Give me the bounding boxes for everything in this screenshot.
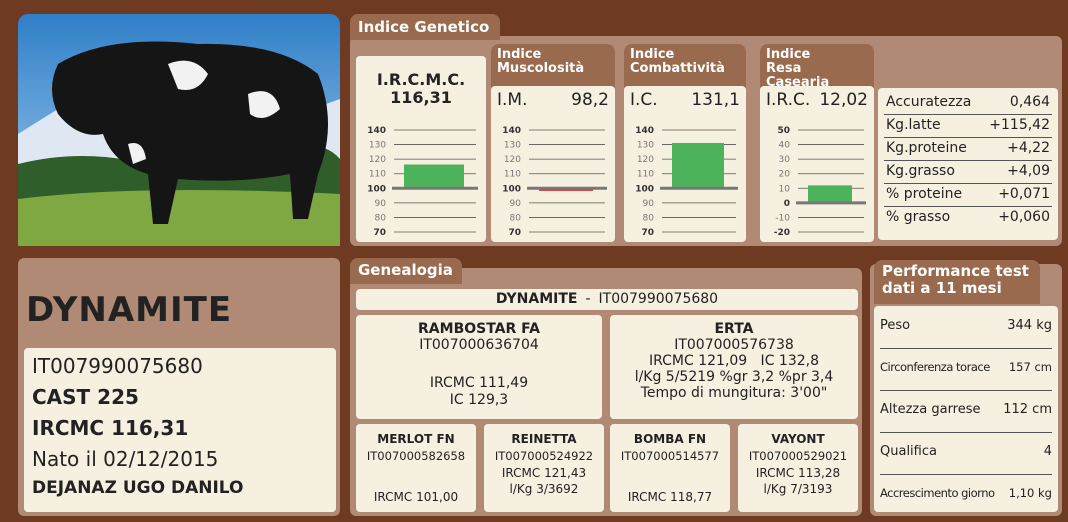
tick-label: 40 xyxy=(779,141,791,151)
tick-label: 100 xyxy=(502,184,521,194)
tick-label: 130 xyxy=(637,141,654,151)
tick-label: 110 xyxy=(504,170,521,180)
tick-label: 130 xyxy=(369,141,386,151)
tick-label: 90 xyxy=(510,199,522,209)
gauge-bar xyxy=(672,143,724,188)
gauges: 1401301201101009080701401301201101009080… xyxy=(0,0,1068,522)
tick-label: 70 xyxy=(508,228,521,238)
tick-label: 120 xyxy=(637,155,654,165)
tick-label: 80 xyxy=(375,213,387,223)
tick-label: 100 xyxy=(635,184,654,194)
tick-label: 20 xyxy=(779,170,791,180)
tick-label: 130 xyxy=(504,141,521,151)
tick-label: 70 xyxy=(641,228,654,238)
tick-label: -10 xyxy=(775,213,790,223)
tick-label: 0 xyxy=(784,199,790,209)
tick-label: 140 xyxy=(367,126,386,136)
tick-label: 10 xyxy=(779,184,791,194)
gauge-bar xyxy=(808,185,852,203)
tick-label: 140 xyxy=(635,126,654,136)
card: 1401301201101009080701401301201101009080… xyxy=(0,0,1068,522)
tick-label: 100 xyxy=(367,184,386,194)
tick-label: 80 xyxy=(643,213,655,223)
tick-label: -20 xyxy=(774,228,790,238)
tick-label: 80 xyxy=(510,213,522,223)
gauge-bar xyxy=(404,165,464,189)
tick-label: 30 xyxy=(779,155,791,165)
tick-label: 120 xyxy=(369,155,386,165)
tick-label: 90 xyxy=(375,199,387,209)
tick-label: 70 xyxy=(373,228,386,238)
tick-label: 90 xyxy=(643,199,655,209)
tick-label: 140 xyxy=(502,126,521,136)
tick-label: 110 xyxy=(369,170,386,180)
tick-label: 120 xyxy=(504,155,521,165)
tick-label: 50 xyxy=(777,126,790,136)
tick-label: 110 xyxy=(637,170,654,180)
